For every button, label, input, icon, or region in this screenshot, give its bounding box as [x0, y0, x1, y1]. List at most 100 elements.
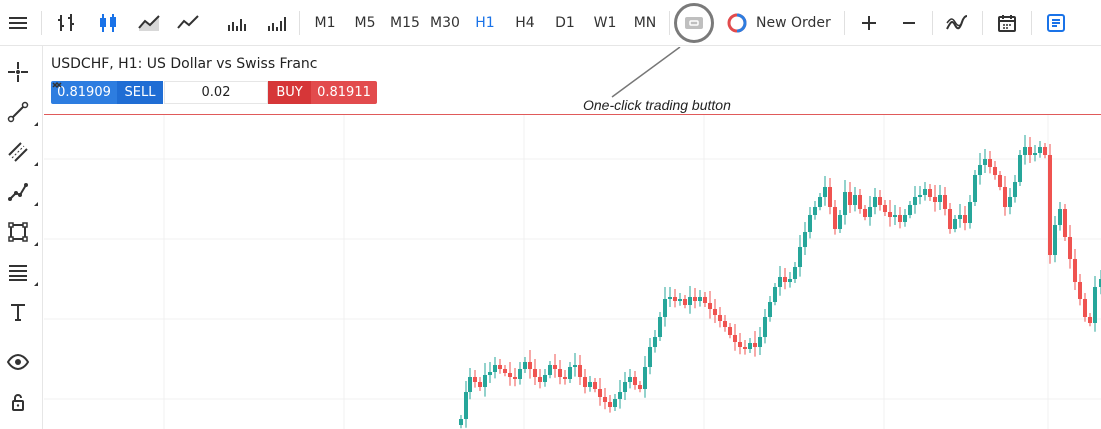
bearish-candle	[538, 377, 542, 382]
document-icon[interactable]	[1044, 6, 1068, 40]
bullish-candle	[523, 362, 527, 369]
text-tool-icon[interactable]	[4, 298, 32, 326]
toolbar-divider	[669, 11, 670, 35]
bearish-candle	[738, 342, 742, 347]
plus-icon[interactable]	[857, 6, 881, 40]
minus-icon[interactable]	[897, 6, 921, 40]
one-click-trading-panel: 0.81909 SELL 0.02 BUY 0.81911	[51, 81, 377, 104]
bearish-candle	[743, 347, 747, 349]
bearish-candle	[728, 327, 732, 335]
bullish-candle	[464, 392, 468, 419]
bullish-candle	[958, 215, 962, 219]
volume-bars-icon[interactable]	[224, 6, 250, 40]
bearish-candle	[828, 187, 832, 207]
bullish-candle	[768, 302, 772, 317]
bearish-candle	[723, 321, 727, 327]
annotation-pointer-line	[611, 47, 681, 98]
crosshair-icon[interactable]	[4, 58, 32, 86]
timeframe-m1[interactable]: M1	[314, 15, 336, 31]
bullish-candle	[648, 347, 652, 367]
bearish-candle	[928, 189, 932, 197]
timeframe-m30[interactable]: M30	[430, 15, 460, 31]
bearish-candle	[673, 297, 677, 301]
bullish-candle	[853, 195, 857, 205]
bullish-candle	[803, 232, 807, 247]
bearish-candle	[718, 315, 722, 321]
bearish-candle	[473, 377, 477, 382]
bearish-candle	[513, 377, 517, 379]
bearish-candle	[1088, 317, 1092, 323]
expand-arrow-icon	[34, 282, 38, 286]
bullish-candle	[913, 197, 917, 205]
bullish-candle	[808, 215, 812, 232]
chevron-down-icon[interactable]	[52, 82, 187, 103]
bullish-candle	[488, 372, 492, 375]
toolbar-divider	[932, 11, 933, 35]
timeframe-h4[interactable]: H4	[515, 15, 535, 31]
area-chart-icon[interactable]	[136, 6, 162, 40]
timeframe-d1[interactable]: D1	[555, 15, 575, 31]
bullish-candle	[688, 297, 692, 305]
channel-tool-icon[interactable]	[4, 138, 38, 166]
bullish-candle	[668, 297, 672, 299]
bearish-candle	[1003, 187, 1007, 207]
timeframe-h1[interactable]: H1	[475, 15, 495, 31]
indicators-icon[interactable]	[944, 6, 970, 40]
bearish-candle	[1078, 282, 1082, 299]
volume-ticks-icon[interactable]	[264, 6, 290, 40]
bearish-candle	[598, 389, 602, 397]
bullish-candle	[918, 195, 922, 197]
bars-chart-icon[interactable]	[54, 6, 80, 40]
toolbar-divider	[844, 11, 845, 35]
bullish-candle	[968, 202, 972, 223]
bullish-candle	[543, 375, 547, 382]
timeframe-m15[interactable]: M15	[390, 15, 420, 31]
price-chart[interactable]: USDCHF, H1: US Dollar vs Swiss Franc 0.8…	[44, 47, 1101, 429]
candlestick-chart[interactable]	[44, 47, 1101, 429]
bullish-candle	[518, 369, 522, 379]
annotation-label: One-click trading button	[583, 97, 731, 113]
shapes-tool-icon[interactable]	[4, 218, 38, 246]
chevron-up-icon[interactable]	[52, 81, 267, 103]
polyline-tool-icon[interactable]	[4, 178, 38, 206]
bearish-candle	[533, 369, 537, 377]
eye-icon[interactable]	[4, 348, 32, 376]
buy-price-button[interactable]: 0.81911	[311, 81, 377, 104]
bullish-candle	[978, 165, 982, 175]
bearish-candle	[563, 377, 567, 379]
bullish-candle	[1033, 153, 1037, 155]
bearish-candle	[998, 175, 1002, 187]
bearish-candle	[603, 397, 607, 402]
bearish-candle	[558, 369, 562, 377]
expand-arrow-icon	[34, 242, 38, 246]
timeframe-mn[interactable]: MN	[633, 15, 657, 31]
bearish-candle	[1048, 155, 1052, 255]
bearish-candle	[638, 385, 642, 389]
fibonacci-tool-icon[interactable]	[4, 258, 38, 286]
bullish-candle	[653, 337, 657, 347]
line-tool-icon[interactable]	[4, 98, 38, 126]
line-chart-icon[interactable]	[175, 6, 201, 40]
bullish-candle	[793, 267, 797, 279]
bullish-candle	[893, 215, 897, 217]
lock-icon[interactable]	[4, 388, 32, 416]
bearish-candle	[508, 373, 512, 377]
sell-button[interactable]: SELL	[117, 81, 163, 104]
bearish-candle	[608, 402, 612, 407]
bearish-candle	[733, 335, 737, 342]
new-order-button[interactable]: New Order	[726, 6, 834, 40]
bullish-candle	[923, 189, 927, 195]
buy-button[interactable]: BUY	[268, 81, 311, 104]
bullish-candle	[1053, 225, 1057, 255]
bearish-candle	[963, 215, 967, 223]
bullish-candle	[1018, 155, 1022, 182]
calendar-icon[interactable]	[995, 6, 1019, 40]
timeframe-w1[interactable]: W1	[593, 15, 617, 31]
bullish-candle	[573, 365, 577, 367]
candles-chart-icon[interactable]	[95, 6, 121, 40]
timeframe-m5[interactable]: M5	[354, 15, 376, 31]
bullish-candle	[778, 277, 782, 287]
volume-input[interactable]: 0.02	[201, 85, 231, 100]
hamburger-menu-icon[interactable]	[6, 6, 30, 40]
sell-price-button[interactable]: 0.81909	[51, 81, 117, 104]
